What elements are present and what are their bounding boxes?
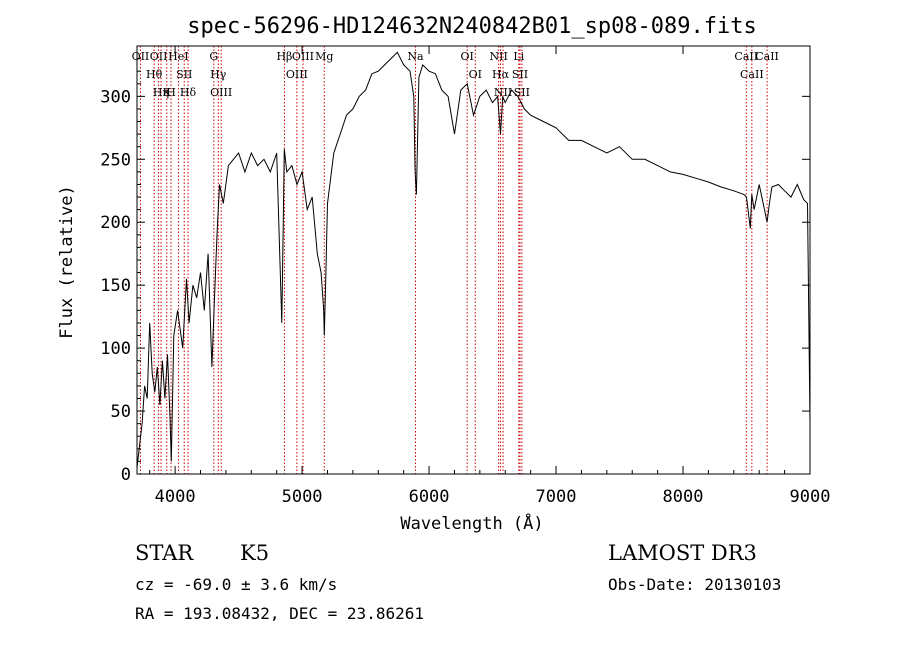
line-marker-label: CaII (734, 50, 758, 63)
y-axis: 0 50 100 150 200 250 300 (100, 58, 810, 485)
x-tick-label: 8000 (663, 487, 704, 507)
x-axis: 4000 5000 6000 7000 8000 9000 (149, 46, 831, 507)
y-tick-label: 150 (100, 276, 131, 296)
line-marker-label: Mg (315, 50, 333, 63)
spectrum-series (136, 51, 811, 468)
spectrum-line (136, 51, 811, 468)
y-tick-label: 200 (100, 213, 131, 233)
line-marker-label: OII (132, 50, 150, 63)
obs-date-text: Obs-Date: 20130103 (608, 575, 781, 594)
line-marker-label: Hδ (180, 86, 197, 99)
line-marker-label: Hα (492, 68, 510, 81)
y-tick-label: 250 (100, 150, 131, 170)
line-marker-label: OII (150, 50, 168, 63)
line-marker-label: H (166, 86, 176, 99)
star-class: STAR (135, 541, 194, 565)
x-tick-label: 6000 (409, 487, 450, 507)
y-tick-label: 0 (121, 465, 131, 485)
x-axis-label: Wavelength (Å) (400, 512, 543, 534)
line-marker-label: OIII (286, 68, 308, 81)
x-tick-label: 7000 (536, 487, 577, 507)
y-tick-label: 100 (100, 339, 131, 359)
line-marker-label: K (163, 86, 172, 99)
line-marker-label: Hγ (210, 68, 227, 81)
line-marker-label: Li (513, 50, 524, 63)
line-marker-label: HeI (168, 50, 188, 63)
y-axis-label: Flux (relative) (57, 185, 77, 339)
coords-text: RA = 193.08432, DEC = 23.86261 (135, 604, 424, 623)
line-marker-label: NII (489, 50, 507, 63)
y-tick-label: 50 (111, 402, 131, 422)
line-marker-label: OIII (292, 50, 314, 63)
x-tick-label: 4000 (155, 487, 196, 507)
line-marker-label: Hη (153, 86, 169, 99)
survey-name: LAMOST DR3 (608, 541, 757, 565)
line-marker-label: Hβ (276, 50, 292, 63)
line-marker-label: Hθ (146, 68, 163, 81)
line-marker-label: G (209, 50, 218, 63)
plot-frame (136, 45, 811, 475)
line-marker-group (139, 46, 768, 474)
chart-title: spec-56296-HD124632N240842B01_sp08-089.f… (187, 14, 757, 39)
line-marker-label: Na (407, 50, 424, 63)
line-marker-label: CaII (755, 50, 779, 63)
line-marker-label: OI (469, 68, 482, 81)
star-subclass: K5 (240, 541, 269, 565)
line-marker-label: OI (460, 50, 473, 63)
redshift-text: cz = -69.0 ± 3.6 km/s (135, 575, 337, 594)
line-marker-label: SII (176, 68, 192, 81)
x-tick-label: 9000 (790, 487, 831, 507)
line-marker-label: CaII (740, 68, 764, 81)
line-marker-label: OIII (210, 86, 232, 99)
line-marker-label: SII (512, 68, 528, 81)
x-tick-label: 5000 (282, 487, 323, 507)
line-marker-label: NII (494, 86, 512, 99)
line-marker-label: SII (514, 86, 530, 99)
y-tick-label: 300 (100, 87, 131, 107)
